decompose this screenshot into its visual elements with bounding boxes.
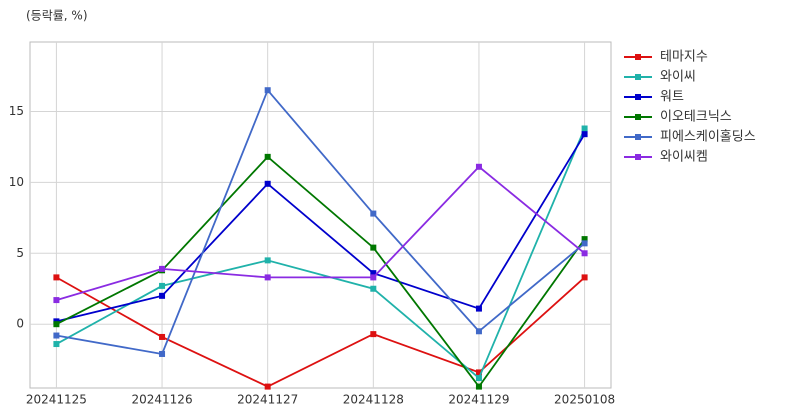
- y-tick-label: 5: [16, 246, 24, 260]
- y-tick-label: 15: [9, 104, 24, 118]
- point: [53, 341, 60, 348]
- point: [53, 332, 60, 339]
- series-line: [55, 276, 586, 388]
- legend-marker: [635, 114, 641, 120]
- y-tick-label: 0: [16, 317, 24, 331]
- point: [581, 250, 588, 257]
- point: [53, 274, 60, 281]
- legend-label: 이오테크닉스: [660, 110, 732, 125]
- point: [159, 265, 166, 272]
- x-tick-label: 20241127: [237, 393, 298, 407]
- series-line: [56, 165, 586, 301]
- x-tick-label: 20241126: [132, 393, 193, 407]
- point: [370, 274, 377, 281]
- point: [581, 236, 588, 243]
- point: [264, 180, 271, 187]
- point: [264, 87, 271, 94]
- point: [475, 163, 482, 170]
- legend-label: 와이씨: [660, 70, 696, 85]
- point: [475, 305, 482, 312]
- point: [370, 285, 377, 292]
- point: [370, 331, 377, 338]
- point: [159, 333, 166, 340]
- point: [370, 270, 377, 277]
- y-axis-label: (등락률, %): [26, 9, 88, 23]
- point: [53, 297, 60, 304]
- point: [159, 350, 166, 357]
- plot-frame: [29, 41, 612, 389]
- point: [475, 369, 482, 376]
- x-tick-label: 20250108: [554, 393, 615, 407]
- legend-label: 워트: [660, 90, 684, 105]
- x-tick-label: 20241129: [448, 393, 509, 407]
- point: [264, 383, 271, 390]
- legend-marker: [635, 154, 641, 160]
- x-tick-label: 20241125: [26, 393, 87, 407]
- legend-marker: [635, 94, 641, 100]
- point: [581, 125, 588, 132]
- point: [475, 383, 482, 390]
- x-tick-label: 20241128: [343, 393, 404, 407]
- legend-marker: [635, 134, 641, 140]
- series-line: [56, 88, 586, 355]
- legend-label: 피에스케이홀딩스: [660, 130, 756, 145]
- point: [264, 257, 271, 264]
- legend-label: 테마지수: [660, 50, 708, 65]
- point: [581, 240, 588, 247]
- point: [475, 328, 482, 335]
- point: [581, 131, 588, 138]
- point: [581, 274, 588, 281]
- series-line: [56, 155, 586, 389]
- point: [53, 321, 60, 328]
- y-tick-label: 10: [9, 175, 24, 189]
- point: [159, 292, 166, 299]
- legend-marker: [635, 74, 641, 80]
- point: [475, 375, 482, 382]
- legend-marker: [635, 54, 641, 60]
- point: [264, 274, 271, 281]
- series-line: [55, 128, 586, 380]
- series-line: [56, 133, 586, 323]
- point: [159, 282, 166, 289]
- legend-label: 와이씨켐: [660, 150, 708, 165]
- point: [264, 153, 271, 160]
- point: [370, 244, 377, 251]
- point: [370, 210, 377, 217]
